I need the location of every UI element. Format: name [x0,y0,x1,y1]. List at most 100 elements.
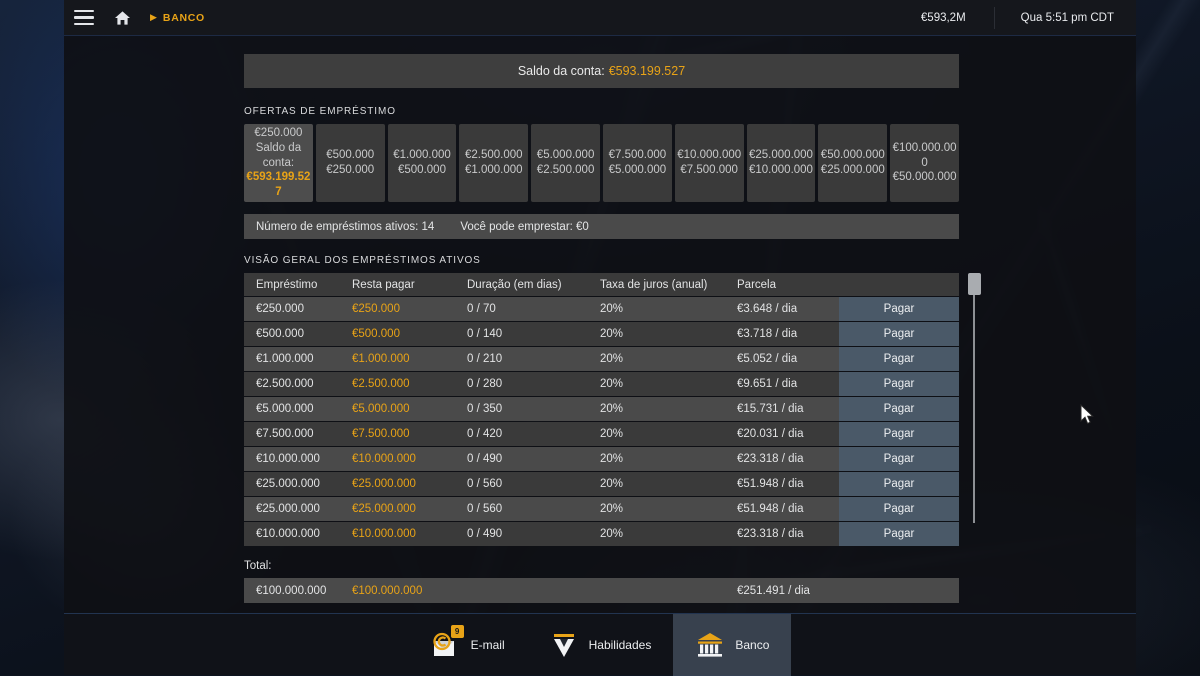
loan-offer-tile[interactable]: €100.000.000€50.000.000 [890,124,959,202]
pay-button[interactable]: Pagar [839,347,959,371]
pay-button[interactable]: Pagar [839,497,959,521]
interest-rate: 20% [600,503,737,515]
loan-offer-secondary: €5.000.000 [609,163,667,178]
loan-amount: €25.000.000 [244,503,352,515]
total-row: €100.000.000 €100.000.000 €251.491 / dia [244,578,959,603]
tab-email-label: E-mail [471,638,505,652]
loan-offer-secondary: €10.000.000 [749,163,813,178]
interest-rate: 20% [600,428,737,440]
loan-duration: 0 / 280 [467,378,600,390]
loan-offer-tile[interactable]: €7.500.000€5.000.000 [603,124,672,202]
loan-offer-tile[interactable]: €500.000€250.000 [316,124,385,202]
pay-button[interactable]: Pagar [839,372,959,396]
installment-amount: €3.718 / dia [737,328,835,340]
loan-offer-amount: €2.500.000 [465,148,523,163]
nav-left-group: ▶ BANCO [64,0,205,35]
remaining-amount: €25.000.000 [352,478,467,490]
loan-offer-tile[interactable]: €2.500.000€1.000.000 [459,124,528,202]
tab-email[interactable]: 9 E-mail [409,614,527,676]
loan-offer-amount: €1.000.000 [393,148,451,163]
loan-offer-secondary: €1.000.000 [465,163,523,178]
loan-offer-amount: €50.000.000 [821,148,885,163]
account-balance-bar: Saldo da conta: €593.199.527 [244,54,959,88]
table-scrollbar[interactable] [968,273,981,523]
pay-button[interactable]: Pagar [839,422,959,446]
loan-offer-tile[interactable]: €10.000.000€7.500.000 [675,124,744,202]
tab-habilidades[interactable]: Habilidades [527,614,674,676]
loan-duration: 0 / 420 [467,428,600,440]
mouse-pointer-icon [1080,404,1094,426]
interest-rate: 20% [600,528,737,540]
interest-rate: 20% [600,353,737,365]
account-balance-amount: €593.199.527 [609,64,685,78]
scrollbar-thumb[interactable] [968,273,981,295]
tab-banco-label: Banco [735,638,769,652]
loan-duration: 0 / 70 [467,303,600,315]
column-header: Parcela [737,279,835,291]
interest-rate: 20% [600,403,737,415]
remaining-amount: €2.500.000 [352,378,467,390]
remaining-amount: €25.000.000 [352,503,467,515]
breadcrumb[interactable]: BANCO [163,12,205,24]
remaining-amount: €5.000.000 [352,403,467,415]
remaining-amount: €10.000.000 [352,453,467,465]
loan-offer-amount: €7.500.000 [609,148,667,163]
interest-rate: 20% [600,378,737,390]
money-display: €593,2M [921,12,994,24]
installment-amount: €20.031 / dia [737,428,835,440]
loan-offer-secondary: €250.000 [326,163,374,178]
loan-amount: €25.000.000 [244,478,352,490]
installment-amount: €5.052 / dia [737,353,835,365]
loan-duration: 0 / 560 [467,478,600,490]
loan-amount: €1.000.000 [244,353,352,365]
loan-offer-secondary: €50.000.000 [893,170,957,185]
offer-tooltip-label1: Saldo da [256,141,301,156]
bank-icon [695,630,725,660]
pay-button[interactable]: Pagar [839,472,959,496]
pay-button[interactable]: Pagar [839,297,959,321]
column-header [839,273,959,297]
hamburger-menu-icon[interactable] [64,0,104,36]
loan-offer-tile[interactable]: €1.000.000€500.000 [388,124,457,202]
loan-duration: 0 / 490 [467,453,600,465]
installment-amount: €3.648 / dia [737,303,835,315]
loan-offers-title: OFERTAS DE EMPRÉSTIMO [244,106,959,117]
pay-button[interactable]: Pagar [839,447,959,471]
content-inner: Saldo da conta: €593.199.527 OFERTAS DE … [244,54,959,603]
loan-amount: €10.000.000 [244,453,352,465]
pay-button[interactable]: Pagar [839,522,959,546]
pay-button[interactable]: Pagar [839,397,959,421]
skills-icon [549,630,579,660]
interest-rate: 20% [600,478,737,490]
offer-tooltip-label2: conta: [263,156,294,171]
total-remaining: €100.000.000 [352,585,467,597]
loan-duration: 0 / 210 [467,353,600,365]
loan-offer-secondary: €2.500.000 [537,163,595,178]
total-loan: €100.000.000 [244,585,352,597]
loan-info-bar: Número de empréstimos ativos: 14 Você po… [244,214,959,239]
pay-button[interactable]: Pagar [839,322,959,346]
interest-rate: 20% [600,453,737,465]
loan-duration: 0 / 140 [467,328,600,340]
remaining-amount: €7.500.000 [352,428,467,440]
breadcrumb-arrow-icon: ▶ [150,12,157,23]
loan-offer-tile[interactable]: €50.000.000€25.000.000 [818,124,887,202]
loan-offer-tile[interactable]: €5.000.000€2.500.000 [531,124,600,202]
loan-offer-tile[interactable]: €25.000.000€10.000.000 [747,124,816,202]
loan-amount: €250.000 [244,303,352,315]
home-icon[interactable] [104,0,140,36]
scrollbar-track[interactable] [973,273,975,523]
email-icon: 9 [431,630,461,660]
account-balance-label: Saldo da conta: [518,64,605,78]
borrow-capacity: Você pode emprestar: €0 [460,221,589,233]
tab-banco[interactable]: Banco [673,614,791,676]
